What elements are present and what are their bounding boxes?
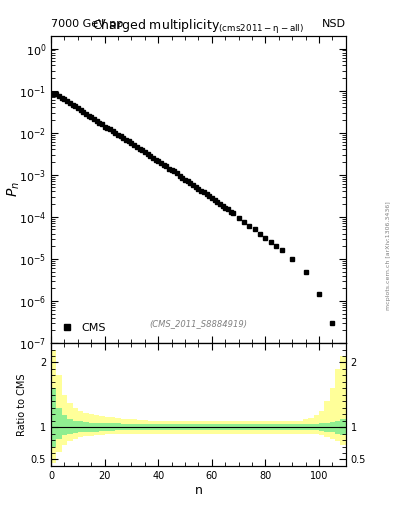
CMS: [110, 128, 115, 134]
CMS: [343, 353, 348, 359]
CMS: [102, 123, 107, 130]
Text: NSD: NSD: [322, 19, 346, 29]
CMS: [153, 157, 158, 163]
CMS: [51, 91, 56, 97]
Text: (CMS_2011_S8884919): (CMS_2011_S8884919): [149, 318, 248, 328]
Title: Charged multiplicity$_{\mathsf{(cms2011-η-all)}}$: Charged multiplicity$_{\mathsf{(cms2011-…: [92, 18, 305, 36]
Text: mcplots.cern.ch [arXiv:1306.3436]: mcplots.cern.ch [arXiv:1306.3436]: [386, 202, 391, 310]
Y-axis label: Ratio to CMS: Ratio to CMS: [17, 373, 27, 436]
X-axis label: n: n: [195, 483, 202, 497]
CMS: [220, 203, 225, 209]
Line: CMS: CMS: [51, 91, 348, 358]
CMS: [113, 130, 118, 136]
Legend: CMS: CMS: [57, 318, 110, 337]
Text: 7000 GeV pp: 7000 GeV pp: [51, 19, 123, 29]
CMS: [226, 206, 230, 212]
Y-axis label: $P_n$: $P_n$: [5, 181, 22, 198]
